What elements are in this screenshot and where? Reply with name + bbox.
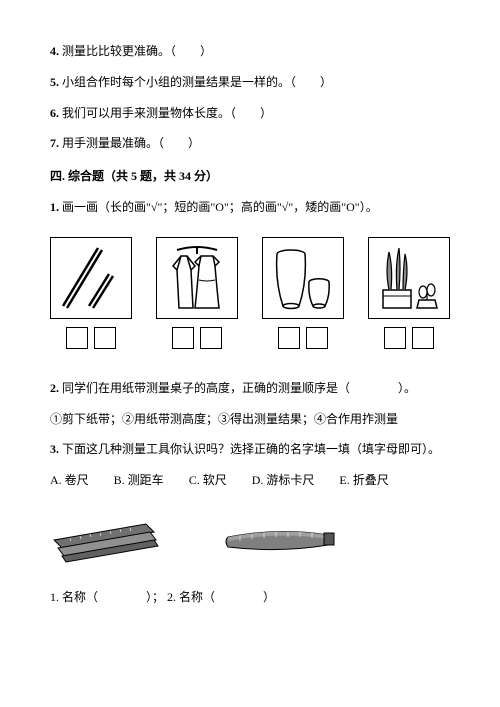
checkbox[interactable]	[94, 327, 116, 349]
s4q2-num: 2.	[50, 381, 59, 395]
tools-images-row	[50, 518, 450, 564]
question-6: 6. 我们可以用手来测量物体长度。（ ）	[50, 102, 450, 125]
folding-ruler-icon	[50, 518, 160, 564]
checkbox[interactable]	[66, 327, 88, 349]
image-cell-clothes	[156, 237, 238, 349]
tape-measure-icon	[220, 521, 340, 561]
checkbox[interactable]	[172, 327, 194, 349]
s4q2-sub: ①剪下纸带；②用纸带测高度；③得出测量结果；④合作用拃测量	[50, 408, 450, 431]
image-box-plants	[368, 237, 450, 319]
checkbox[interactable]	[278, 327, 300, 349]
option-c: C. 软尺	[189, 469, 227, 492]
q4-num: 4.	[50, 44, 59, 58]
checks-sticks	[66, 327, 116, 349]
checks-clothes	[172, 327, 222, 349]
q7-num: 7.	[50, 136, 59, 150]
s4q1-text: 画一画（长的画"√"；短的画"O"；高的画"√"，矮的画"O"）。	[62, 200, 378, 214]
checks-cups	[278, 327, 328, 349]
s4-question-3: 3. 下面这几种测量工具你认识吗？选择正确的名字填一填（填字母即可）。	[50, 438, 450, 461]
option-a: A. 卷尺	[50, 469, 89, 492]
clothes-icon	[159, 240, 235, 316]
s4-question-1: 1. 画一画（长的画"√"；短的画"O"；高的画"√"，矮的画"O"）。	[50, 196, 450, 219]
option-e: E. 折叠尺	[339, 469, 388, 492]
q7-text: 用手测量最准确。（ ）	[62, 136, 200, 150]
option-d: D. 游标卡尺	[252, 469, 315, 492]
s4q1-num: 1.	[50, 200, 59, 214]
question-5: 5. 小组合作时每个小组的测量结果是一样的。（ ）	[50, 71, 450, 94]
checkbox[interactable]	[200, 327, 222, 349]
plants-icon	[371, 240, 447, 316]
question-7: 7. 用手测量最准确。（ ）	[50, 132, 450, 155]
q6-num: 6.	[50, 106, 59, 120]
image-cell-cups	[262, 237, 344, 349]
q4-text: 测量比比较更准确。（ ）	[62, 44, 212, 58]
q6-text: 我们可以用手来测量物体长度。（ ）	[62, 106, 272, 120]
question-4: 4. 测量比比较更准确。（ ）	[50, 40, 450, 63]
name-1: 1. 名称（ ）；	[50, 590, 164, 604]
options-row: A. 卷尺 B. 测距车 C. 软尺 D. 游标卡尺 E. 折叠尺	[50, 469, 450, 492]
checkbox[interactable]	[306, 327, 328, 349]
section-4-title: 四. 综合题（共 5 题，共 34 分）	[50, 165, 450, 188]
image-box-clothes	[156, 237, 238, 319]
name-2: 2. 名称（ ）	[167, 590, 275, 604]
image-box-cups	[262, 237, 344, 319]
sticks-icon	[53, 240, 129, 316]
checkbox[interactable]	[412, 327, 434, 349]
s4q2-text: 同学们在用纸带测量桌子的高度，正确的测量顺序是（ ）。	[62, 381, 416, 395]
s4-question-2: 2. 同学们在用纸带测量桌子的高度，正确的测量顺序是（ ）。	[50, 377, 450, 400]
q5-num: 5.	[50, 75, 59, 89]
option-b: B. 测距车	[114, 469, 164, 492]
checks-plants	[384, 327, 434, 349]
image-box-sticks	[50, 237, 132, 319]
image-cell-sticks	[50, 237, 132, 349]
image-comparison-row	[50, 237, 450, 349]
s4q3-num: 3.	[50, 442, 59, 456]
image-cell-plants	[368, 237, 450, 349]
q5-text: 小组合作时每个小组的测量结果是一样的。（ ）	[62, 75, 332, 89]
checkbox[interactable]	[384, 327, 406, 349]
cups-icon	[265, 240, 341, 316]
names-row: 1. 名称（ ）； 2. 名称（ ）	[50, 586, 450, 609]
s4q3-text: 下面这几种测量工具你认识吗？选择正确的名字填一填（填字母即可）。	[62, 442, 440, 456]
